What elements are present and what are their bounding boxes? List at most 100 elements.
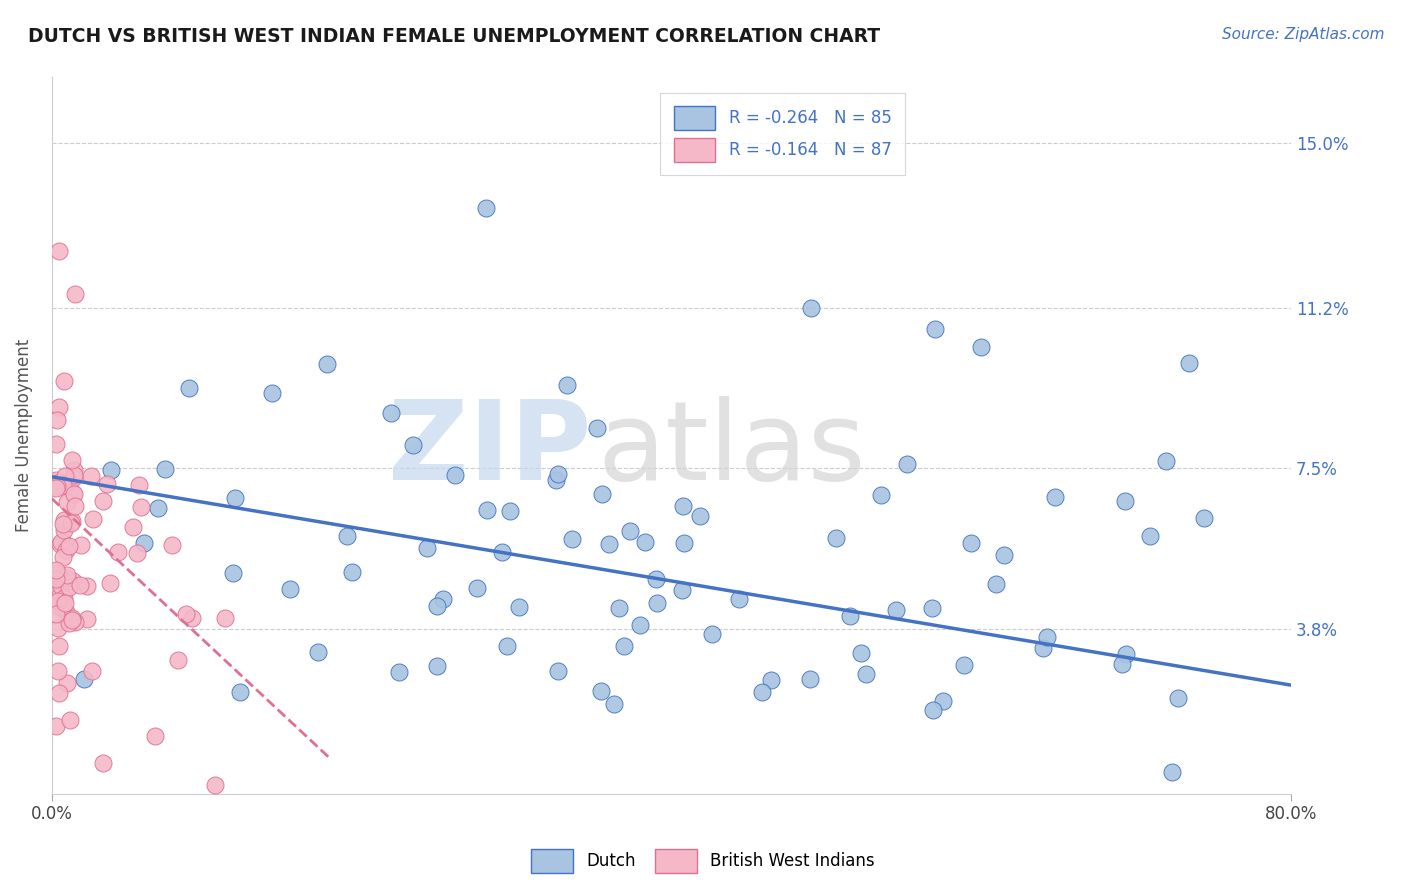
Point	[143, 730, 166, 744]
Point	[921, 600, 943, 615]
Text: ZIP: ZIP	[388, 396, 591, 503]
Point	[91, 494, 114, 508]
Text: atlas: atlas	[598, 396, 866, 503]
Point	[761, 673, 783, 687]
Point	[155, 461, 177, 475]
Point	[160, 538, 183, 552]
Point	[477, 502, 499, 516]
Point	[60, 613, 83, 627]
Point	[49, 537, 72, 551]
Point	[474, 201, 496, 215]
Point	[751, 685, 773, 699]
Point	[380, 407, 402, 421]
Point	[51, 579, 73, 593]
Point	[76, 612, 98, 626]
Point	[1178, 356, 1201, 370]
Point	[262, 386, 284, 401]
Point	[645, 596, 668, 610]
Point	[546, 473, 568, 487]
Point	[591, 684, 613, 698]
Legend: R = -0.264   N = 85, R = -0.164   N = 87: R = -0.264 N = 85, R = -0.164 N = 87	[661, 93, 905, 175]
Point	[52, 599, 75, 614]
Point	[53, 513, 76, 527]
Point	[402, 438, 425, 452]
Point	[644, 572, 666, 586]
Y-axis label: Female Unemployment: Female Unemployment	[15, 339, 32, 533]
Point	[45, 473, 67, 487]
Point	[204, 778, 226, 792]
Point	[132, 536, 155, 550]
Point	[121, 520, 143, 534]
Point	[62, 487, 84, 501]
Point	[884, 602, 907, 616]
Point	[129, 500, 152, 514]
Point	[52, 534, 75, 549]
Point	[953, 658, 976, 673]
Point	[838, 609, 860, 624]
Point	[465, 581, 488, 595]
Point	[91, 756, 114, 770]
Point	[60, 611, 83, 625]
Point	[53, 374, 76, 388]
Point	[1114, 494, 1136, 508]
Point	[69, 578, 91, 592]
Point	[598, 537, 620, 551]
Point	[496, 639, 519, 653]
Point	[76, 579, 98, 593]
Point	[46, 413, 69, 427]
Point	[59, 713, 82, 727]
Point	[49, 535, 72, 549]
Point	[728, 592, 751, 607]
Point	[825, 531, 848, 545]
Point	[228, 685, 250, 699]
Point	[56, 568, 79, 582]
Point	[672, 499, 695, 513]
Point	[278, 582, 301, 597]
Point	[1192, 511, 1215, 525]
Point	[45, 607, 67, 621]
Legend: Dutch, British West Indians: Dutch, British West Indians	[524, 842, 882, 880]
Point	[1032, 641, 1054, 656]
Point	[1154, 453, 1177, 467]
Point	[45, 572, 67, 586]
Point	[49, 588, 72, 602]
Point	[851, 646, 873, 660]
Point	[45, 437, 67, 451]
Point	[181, 611, 204, 625]
Point	[128, 478, 150, 492]
Point	[45, 563, 67, 577]
Point	[98, 575, 121, 590]
Point	[174, 607, 197, 622]
Point	[1167, 690, 1189, 705]
Point	[1036, 630, 1059, 644]
Point	[55, 596, 77, 610]
Point	[672, 536, 695, 550]
Point	[613, 639, 636, 653]
Point	[432, 591, 454, 606]
Point	[148, 500, 170, 515]
Point	[607, 600, 630, 615]
Point	[671, 582, 693, 597]
Point	[63, 499, 86, 513]
Text: DUTCH VS BRITISH WEST INDIAN FEMALE UNEMPLOYMENT CORRELATION CHART: DUTCH VS BRITISH WEST INDIAN FEMALE UNEM…	[28, 27, 880, 45]
Point	[62, 574, 84, 588]
Point	[555, 377, 578, 392]
Point	[52, 516, 75, 531]
Point	[58, 616, 80, 631]
Point	[62, 471, 84, 485]
Point	[46, 475, 69, 490]
Text: Source: ZipAtlas.com: Source: ZipAtlas.com	[1222, 27, 1385, 42]
Point	[1045, 490, 1067, 504]
Point	[547, 664, 569, 678]
Point	[46, 599, 69, 613]
Point	[970, 340, 993, 354]
Point	[800, 301, 823, 315]
Point	[107, 545, 129, 559]
Point	[336, 529, 359, 543]
Point	[307, 644, 329, 658]
Point	[58, 539, 80, 553]
Point	[48, 244, 70, 258]
Point	[58, 475, 80, 489]
Point	[561, 532, 583, 546]
Point	[591, 486, 613, 500]
